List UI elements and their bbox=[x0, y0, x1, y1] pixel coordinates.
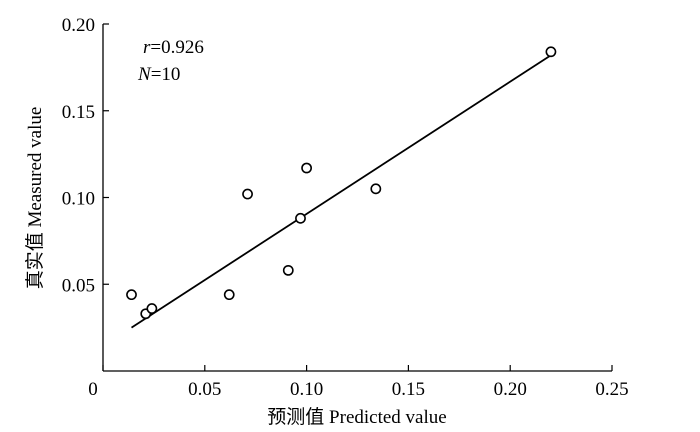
data-point bbox=[126, 289, 137, 301]
y-axis-title: 真实值 Measured value bbox=[24, 107, 46, 290]
x-axis-title: 预测值 Predicted value bbox=[267, 406, 446, 428]
y-tick-label: 0.05 bbox=[62, 275, 95, 296]
y-tick-label: 0.10 bbox=[62, 189, 95, 210]
data-point bbox=[282, 264, 294, 276]
fit-line-group bbox=[131, 54, 552, 329]
y-tick-label: 0.20 bbox=[62, 15, 95, 36]
x-tick-label: 0.25 bbox=[595, 379, 628, 400]
data-point bbox=[146, 303, 158, 314]
x-tick-label: 0 bbox=[88, 379, 98, 400]
data-point bbox=[223, 289, 235, 301]
x-tick-label: 0.20 bbox=[494, 379, 527, 400]
data-point bbox=[545, 46, 557, 58]
data-point bbox=[242, 188, 253, 200]
data-point bbox=[370, 183, 382, 195]
data-points bbox=[126, 46, 557, 320]
y-tick-label: 0.15 bbox=[62, 102, 95, 123]
n-symbol: N bbox=[137, 64, 152, 85]
x-tick-label: 0.05 bbox=[188, 379, 221, 400]
r-symbol: r bbox=[143, 37, 151, 58]
n-value: =10 bbox=[151, 64, 181, 85]
n-annotation: N=10 bbox=[137, 64, 180, 85]
x-tick-label: 0.15 bbox=[392, 379, 425, 400]
data-point bbox=[295, 212, 306, 224]
ticks: 0 0.05 0.10 0.15 0.20 0.25 0.05 0.10 0.15 0.20 bbox=[62, 15, 629, 400]
fit-line bbox=[131, 54, 552, 329]
data-point bbox=[301, 162, 312, 174]
r-annotation: r=0.926 bbox=[143, 37, 204, 58]
x-tick-label: 0.10 bbox=[290, 379, 323, 400]
r-value: =0.926 bbox=[150, 37, 203, 58]
